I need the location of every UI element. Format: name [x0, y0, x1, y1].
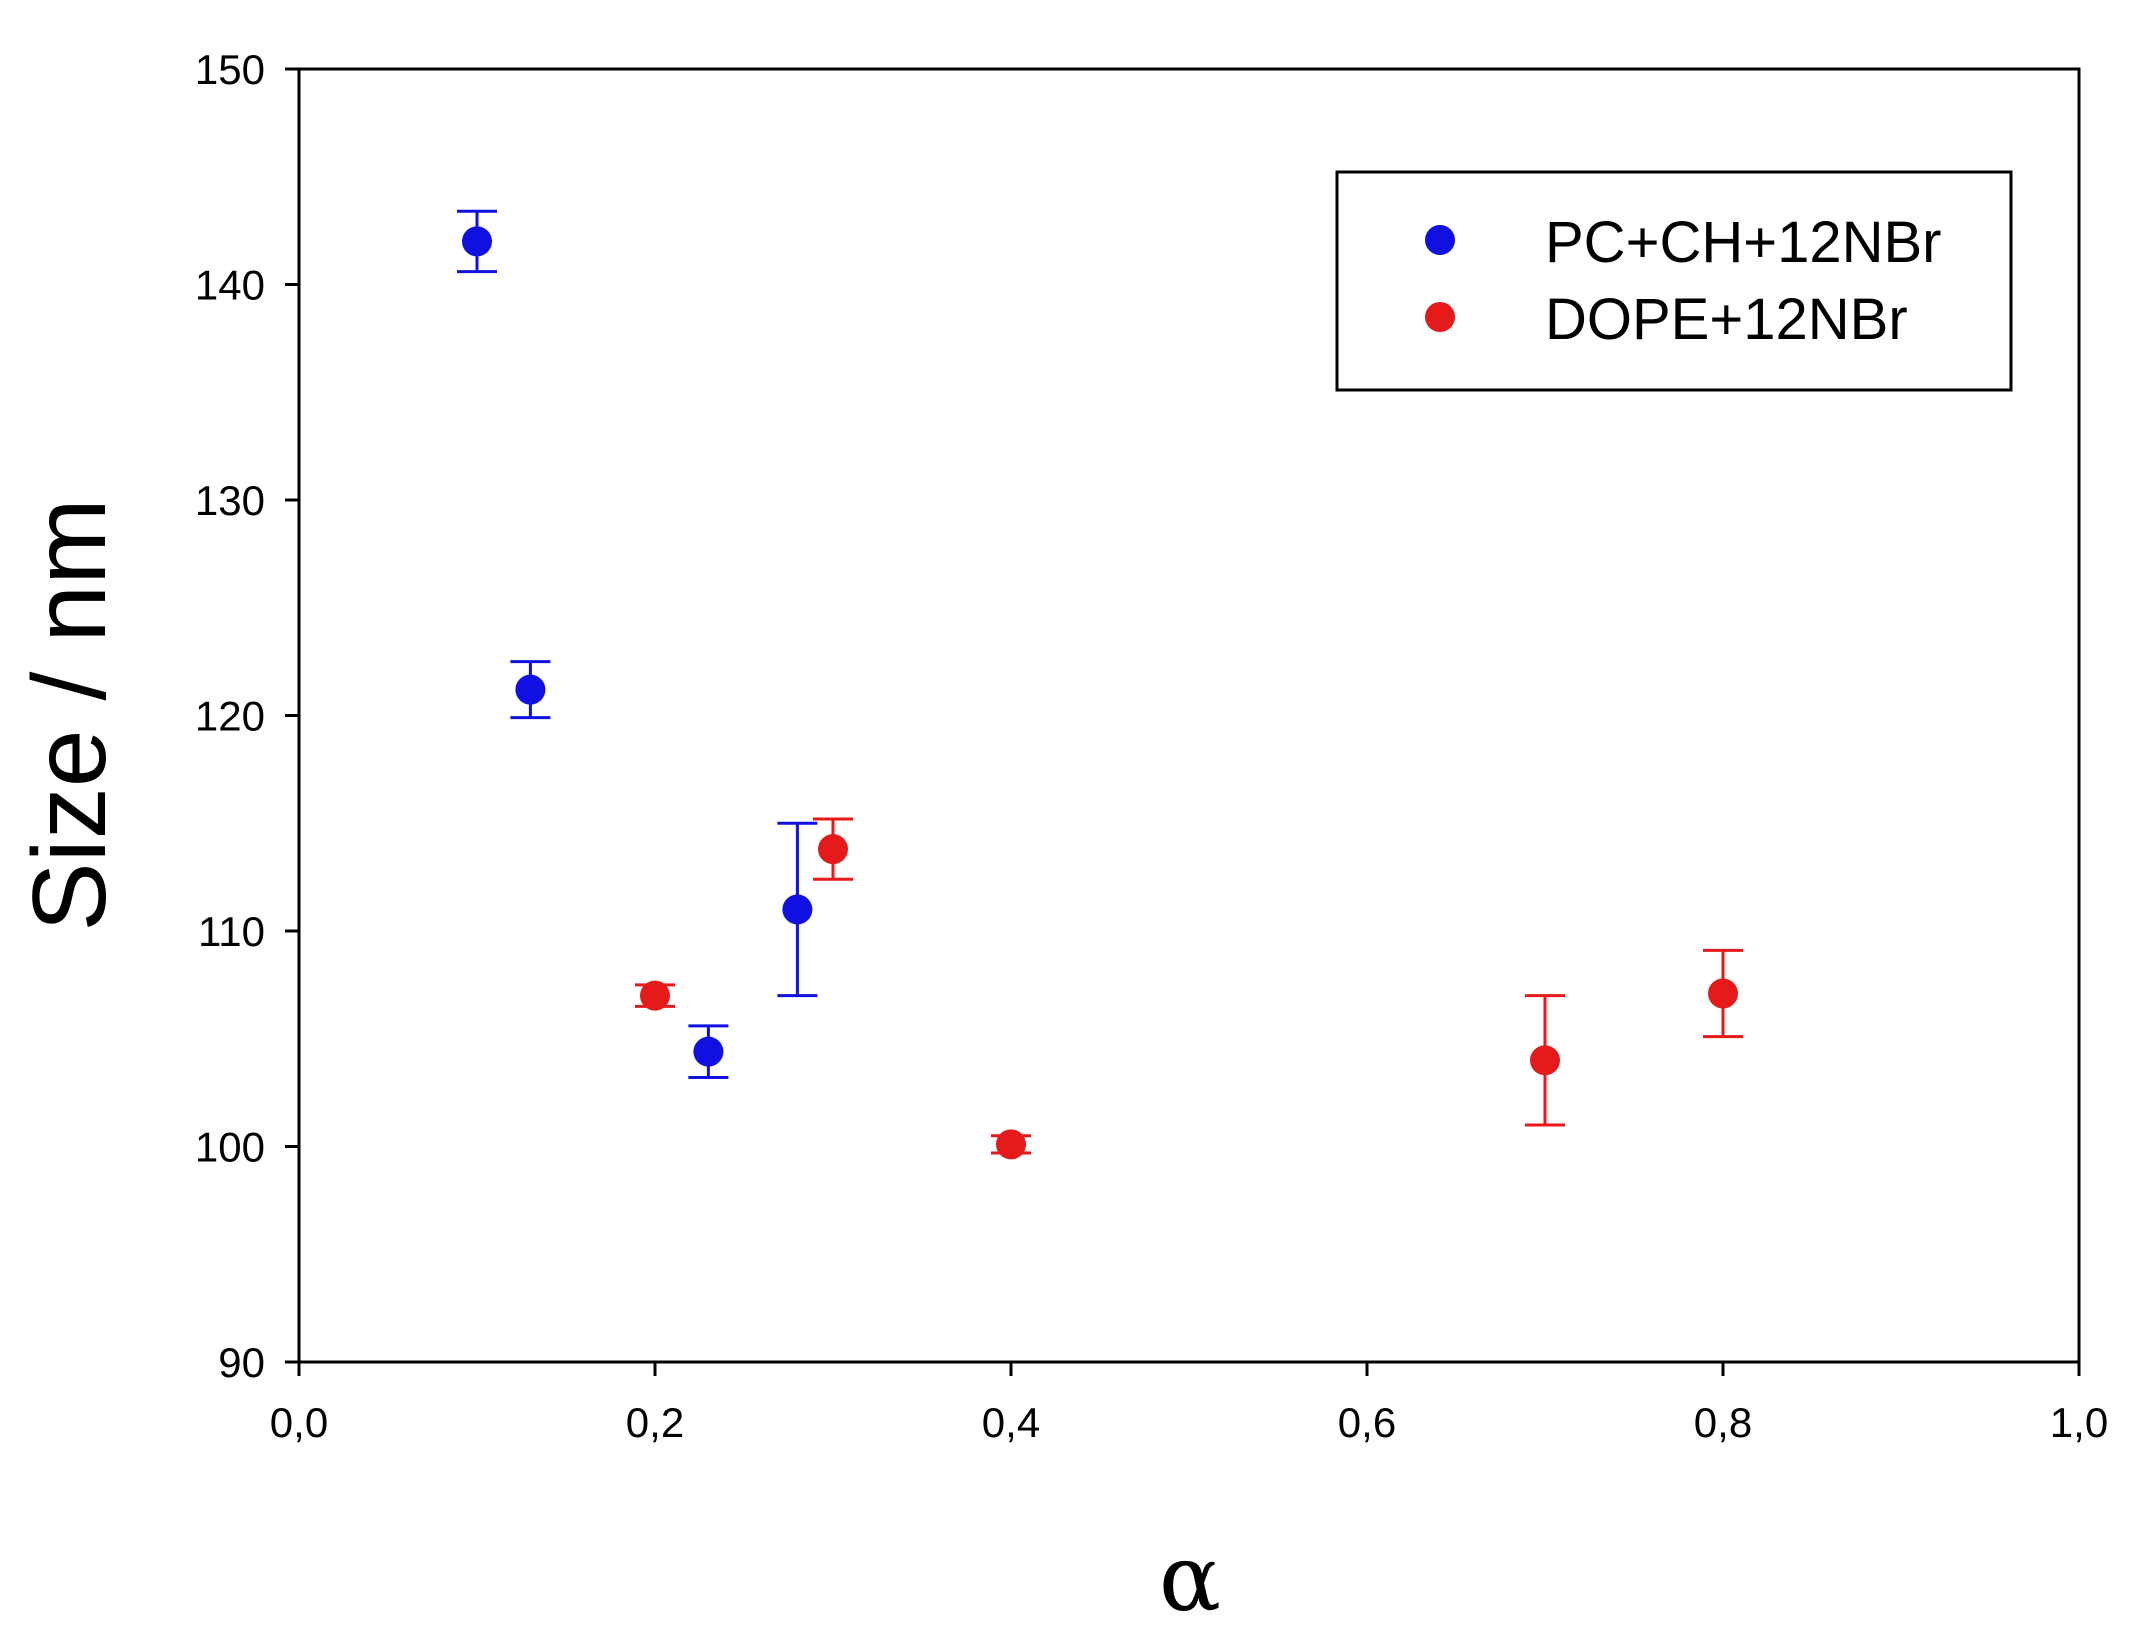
data-point [818, 834, 848, 865]
data-point [515, 674, 546, 705]
y-tick-label: 130 [195, 477, 265, 524]
data-point [462, 226, 492, 257]
y-tick-label: 140 [195, 262, 265, 309]
series-pc-ch-12nbr [457, 209, 818, 1080]
data-point [640, 980, 670, 1011]
legend-marker-dope-12nbr [1425, 302, 1455, 332]
y-tick-label: 120 [195, 693, 265, 740]
x-axis-title: α [1159, 1525, 1221, 1626]
legend-label-pc-ch-12nbr: PC+CH+12NBr [1545, 210, 1941, 275]
y-axis-title: Size / nm [12, 498, 128, 931]
x-tick-label: 0,6 [1338, 1399, 1396, 1446]
y-axis-ticks: 90 100 110 120 130 140 150 [195, 46, 299, 1386]
y-tick-label: 150 [195, 46, 265, 93]
data-point [693, 1036, 724, 1067]
x-tick-label: 0,2 [626, 1399, 684, 1446]
data-point [1530, 1045, 1560, 1076]
x-tick-label: 1,0 [2050, 1399, 2108, 1446]
legend-label-dope-12nbr: DOPE+12NBr [1545, 287, 1908, 352]
y-tick-label: 110 [198, 908, 265, 955]
data-point [1708, 978, 1738, 1009]
data-point [996, 1129, 1026, 1160]
y-tick-label: 100 [195, 1124, 265, 1171]
legend-marker-pc-ch-12nbr [1425, 225, 1455, 255]
data-point [782, 894, 813, 925]
series-dope-12nbr [635, 817, 1743, 1160]
legend: PC+CH+12NBr DOPE+12NBr [1335, 170, 2013, 392]
x-tick-label: 0,4 [982, 1399, 1040, 1446]
x-tick-label: 0,8 [1694, 1399, 1752, 1446]
y-tick-label: 90 [218, 1339, 265, 1386]
x-axis-ticks: 0,0 0,2 0,4 0,6 0,8 1,0 [270, 1362, 2108, 1446]
legend-box [1335, 170, 2013, 392]
data-marks [457, 209, 1743, 1160]
x-tick-label: 0,0 [270, 1399, 328, 1446]
